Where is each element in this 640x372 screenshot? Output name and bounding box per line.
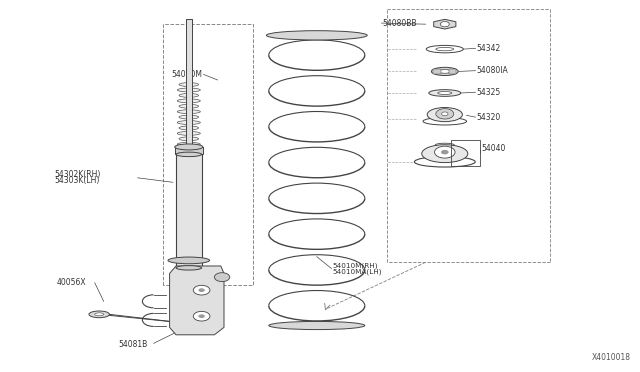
Text: 54080IA: 54080IA: [477, 66, 509, 75]
Ellipse shape: [175, 144, 203, 150]
Text: 54302K(RH): 54302K(RH): [54, 170, 100, 179]
Text: 54081B: 54081B: [118, 340, 148, 349]
Ellipse shape: [415, 157, 475, 167]
Text: 54303K(LH): 54303K(LH): [54, 176, 100, 185]
Ellipse shape: [436, 47, 454, 51]
Ellipse shape: [266, 31, 367, 40]
Ellipse shape: [179, 93, 198, 97]
Ellipse shape: [428, 108, 462, 122]
Circle shape: [435, 146, 455, 158]
Circle shape: [214, 273, 230, 282]
Ellipse shape: [177, 142, 200, 146]
Text: X4010018: X4010018: [591, 353, 630, 362]
Text: 40056X: 40056X: [56, 278, 86, 287]
Text: 54320: 54320: [477, 113, 501, 122]
Ellipse shape: [177, 131, 200, 135]
Bar: [175, 147, 203, 154]
Ellipse shape: [179, 115, 198, 119]
Text: 54040: 54040: [481, 144, 506, 153]
Circle shape: [436, 109, 454, 119]
Text: 54325: 54325: [477, 88, 501, 97]
Ellipse shape: [438, 92, 452, 94]
Text: 54080BB: 54080BB: [383, 19, 417, 28]
Text: 54050M: 54050M: [172, 70, 202, 79]
Ellipse shape: [179, 83, 198, 86]
Bar: [186, 19, 192, 149]
Ellipse shape: [177, 121, 200, 124]
Ellipse shape: [431, 67, 458, 76]
Bar: [176, 154, 202, 268]
Text: 54010MA(LH): 54010MA(LH): [333, 268, 382, 275]
Circle shape: [442, 112, 448, 116]
Circle shape: [440, 22, 449, 27]
Ellipse shape: [429, 90, 461, 96]
Ellipse shape: [177, 88, 200, 92]
Ellipse shape: [168, 257, 210, 264]
Polygon shape: [170, 266, 224, 335]
Ellipse shape: [176, 266, 202, 270]
Ellipse shape: [422, 145, 468, 163]
Polygon shape: [434, 19, 456, 29]
Ellipse shape: [89, 311, 109, 318]
Ellipse shape: [179, 137, 198, 141]
Ellipse shape: [439, 70, 451, 73]
Ellipse shape: [176, 152, 202, 157]
Circle shape: [198, 314, 205, 318]
Circle shape: [441, 150, 449, 154]
Ellipse shape: [426, 45, 463, 53]
Text: 54010M(RH): 54010M(RH): [333, 263, 378, 269]
Ellipse shape: [177, 99, 200, 103]
Text: 54342: 54342: [477, 44, 501, 53]
Bar: [449, 69, 456, 74]
Ellipse shape: [269, 321, 365, 330]
Bar: [451, 140, 480, 166]
Circle shape: [193, 285, 210, 295]
Ellipse shape: [179, 126, 198, 130]
Ellipse shape: [435, 143, 454, 147]
Ellipse shape: [177, 110, 200, 113]
Circle shape: [198, 288, 205, 292]
Ellipse shape: [179, 105, 198, 108]
Bar: [433, 69, 441, 74]
Ellipse shape: [423, 118, 467, 125]
Ellipse shape: [95, 313, 104, 316]
Circle shape: [193, 311, 210, 321]
